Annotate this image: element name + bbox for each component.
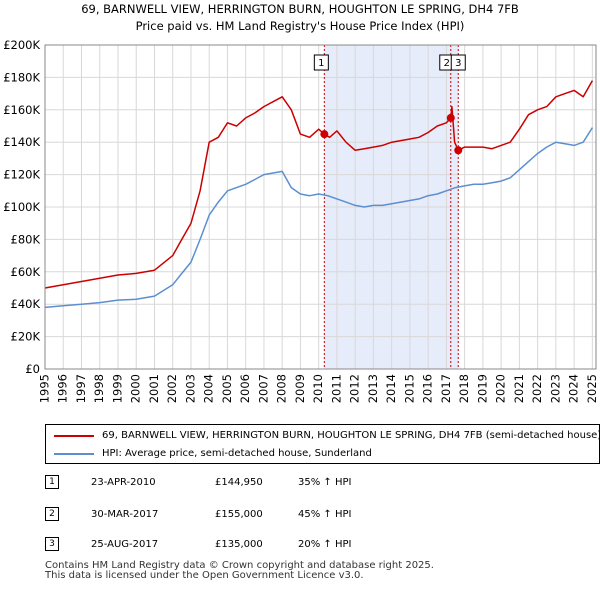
transaction-date: 30-MAR-2017 xyxy=(91,509,159,520)
x-tick-label: 1997 xyxy=(74,374,88,403)
x-tick-label: 2003 xyxy=(183,374,197,403)
transaction-number: 1 xyxy=(45,475,59,489)
transaction-hpi: 20% ↑ HPI xyxy=(298,539,352,550)
x-tick-label: 2008 xyxy=(275,374,289,403)
price-chart: 69, BARNWELL VIEW, HERRINGTON BURN, HOUG… xyxy=(3,2,599,403)
property-series-line xyxy=(44,80,594,289)
legend-label-property: 69, BARNWELL VIEW, HERRINGTON BURN, HOUG… xyxy=(102,430,600,441)
x-tick-label: 2007 xyxy=(256,374,270,403)
x-tick-label: 2022 xyxy=(530,374,544,403)
marker-label-box xyxy=(313,54,329,71)
y-tick-label: £100K xyxy=(3,200,40,214)
x-tick-label: 2011 xyxy=(329,374,343,403)
y-tick-label: £0 xyxy=(25,362,40,376)
x-tick-label: 2009 xyxy=(293,374,307,403)
x-tick-label: 2023 xyxy=(548,374,562,403)
sale-point xyxy=(454,146,463,155)
footer-licence: This data is licensed under the Open Gov… xyxy=(45,570,364,581)
x-tick-label: 2016 xyxy=(421,374,435,403)
x-tick-label: 2014 xyxy=(384,374,398,403)
x-tick-label: 1999 xyxy=(110,374,124,403)
x-tick-label: 2020 xyxy=(494,374,508,403)
transaction-number: 2 xyxy=(45,507,59,521)
legend: 69, BARNWELL VIEW, HERRINGTON BURN, HOUG… xyxy=(45,424,600,464)
x-tick-label: 2001 xyxy=(147,374,161,403)
y-tick-label: £60K xyxy=(11,265,41,279)
y-tick-label: £20K xyxy=(11,330,41,344)
x-tick-label: 2013 xyxy=(366,374,380,403)
legend-item-property: 69, BARNWELL VIEW, HERRINGTON BURN, HOUG… xyxy=(46,427,600,445)
x-tick-label: 2006 xyxy=(238,374,252,403)
legend-swatch-hpi xyxy=(54,453,94,455)
transaction-price: £144,950 xyxy=(215,477,263,488)
x-tick-label: 1998 xyxy=(92,374,106,403)
transaction-date: 23-APR-2010 xyxy=(91,477,156,488)
x-tick-label: 2019 xyxy=(475,374,489,403)
transaction-price: £135,000 xyxy=(215,539,263,550)
x-tick-label: 2025 xyxy=(585,374,599,403)
transaction-hpi: 45% ↑ HPI xyxy=(298,509,352,520)
x-tick-label: 2018 xyxy=(457,374,471,403)
hpi-series-line xyxy=(44,127,594,309)
x-tick-label: 2000 xyxy=(129,374,143,403)
x-tick-label: 1996 xyxy=(56,374,70,403)
x-tick-label: 2010 xyxy=(311,374,325,403)
x-tick-label: 2017 xyxy=(439,374,453,403)
marker-label: 1 xyxy=(318,58,324,69)
x-tick-label: 2002 xyxy=(165,374,179,403)
y-tick-label: £140K xyxy=(3,135,40,149)
footer: Contains HM Land Registry data © Crown c… xyxy=(45,561,434,581)
y-tick-label: £40K xyxy=(11,297,41,311)
x-tick-label: 2004 xyxy=(202,374,216,403)
sale-point xyxy=(446,113,455,122)
y-tick-label: £160K xyxy=(3,103,40,117)
transaction-price: £155,000 xyxy=(215,509,263,520)
chart-title: 69, BARNWELL VIEW, HERRINGTON BURN, HOUG… xyxy=(81,2,519,16)
y-tick-label: £200K xyxy=(3,38,40,52)
chart-subtitle: Price paid vs. HM Land Registry's House … xyxy=(136,19,465,33)
y-tick-label: £80K xyxy=(11,232,41,246)
x-tick-label: 2015 xyxy=(402,374,416,403)
sale-point xyxy=(320,130,329,139)
x-tick-label: 2021 xyxy=(512,374,526,403)
x-tick-label: 2005 xyxy=(220,374,234,403)
plot-frame xyxy=(44,44,597,370)
transaction-date: 25-AUG-2017 xyxy=(91,539,159,550)
legend-swatch-property xyxy=(54,435,94,437)
x-tick-label: 2024 xyxy=(567,374,581,403)
marker-label: 3 xyxy=(455,58,461,69)
x-tick-label: 1995 xyxy=(38,374,52,403)
y-tick-label: £180K xyxy=(3,70,40,84)
x-tick-label: 2012 xyxy=(348,374,362,403)
marker-label-box xyxy=(450,54,466,71)
transaction-number: 3 xyxy=(45,537,59,551)
marker-label: 2 xyxy=(444,58,450,69)
legend-label-hpi: HPI: Average price, semi-detached house,… xyxy=(102,448,372,459)
legend-item-hpi: HPI: Average price, semi-detached house,… xyxy=(46,445,599,463)
y-tick-label: £120K xyxy=(3,168,40,182)
transaction-hpi: 35% ↑ HPI xyxy=(298,477,352,488)
footer-copyright: Contains HM Land Registry data © Crown c… xyxy=(45,560,434,571)
